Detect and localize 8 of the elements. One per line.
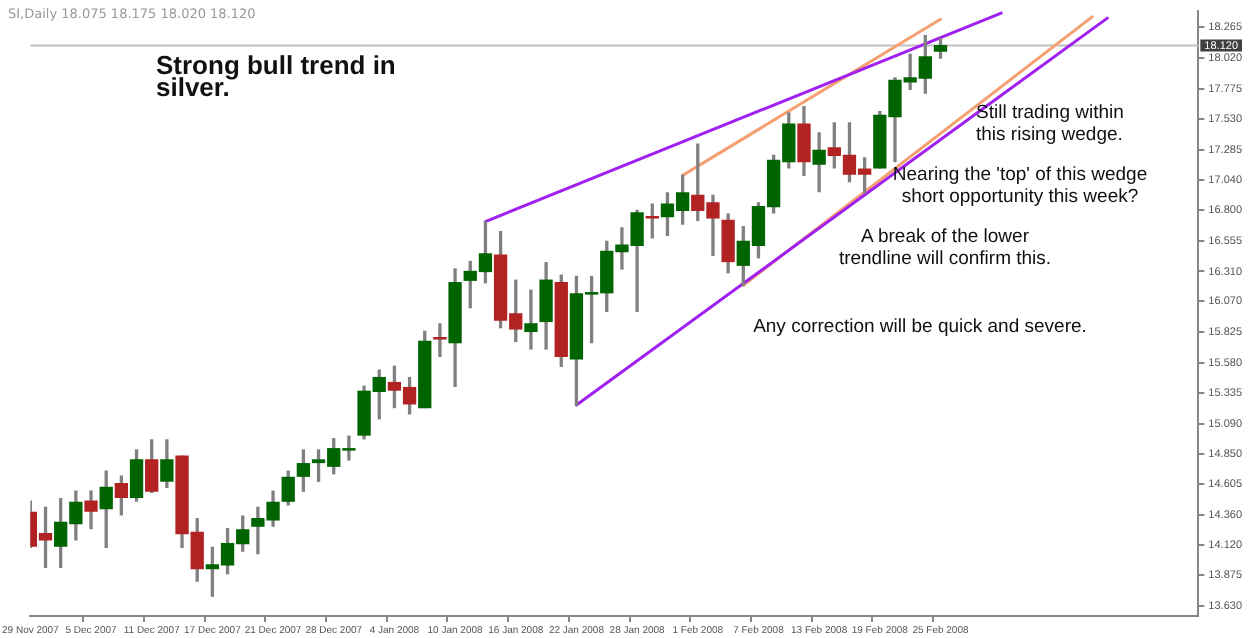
candlestick xyxy=(812,132,826,193)
annotation: Still trading within this rising wedge. xyxy=(976,102,1126,146)
annotation: A break of the lower trendline will confirm this. xyxy=(836,226,1054,270)
annotation: Nearing the 'top' of this wedge short opportunity this week? xyxy=(890,164,1150,208)
candlestick xyxy=(433,323,447,358)
annotation: Any correction will be quick and severe. xyxy=(751,316,1089,338)
candlestick xyxy=(524,289,538,350)
annotation: Strong bull trend in silver. xyxy=(156,50,398,102)
